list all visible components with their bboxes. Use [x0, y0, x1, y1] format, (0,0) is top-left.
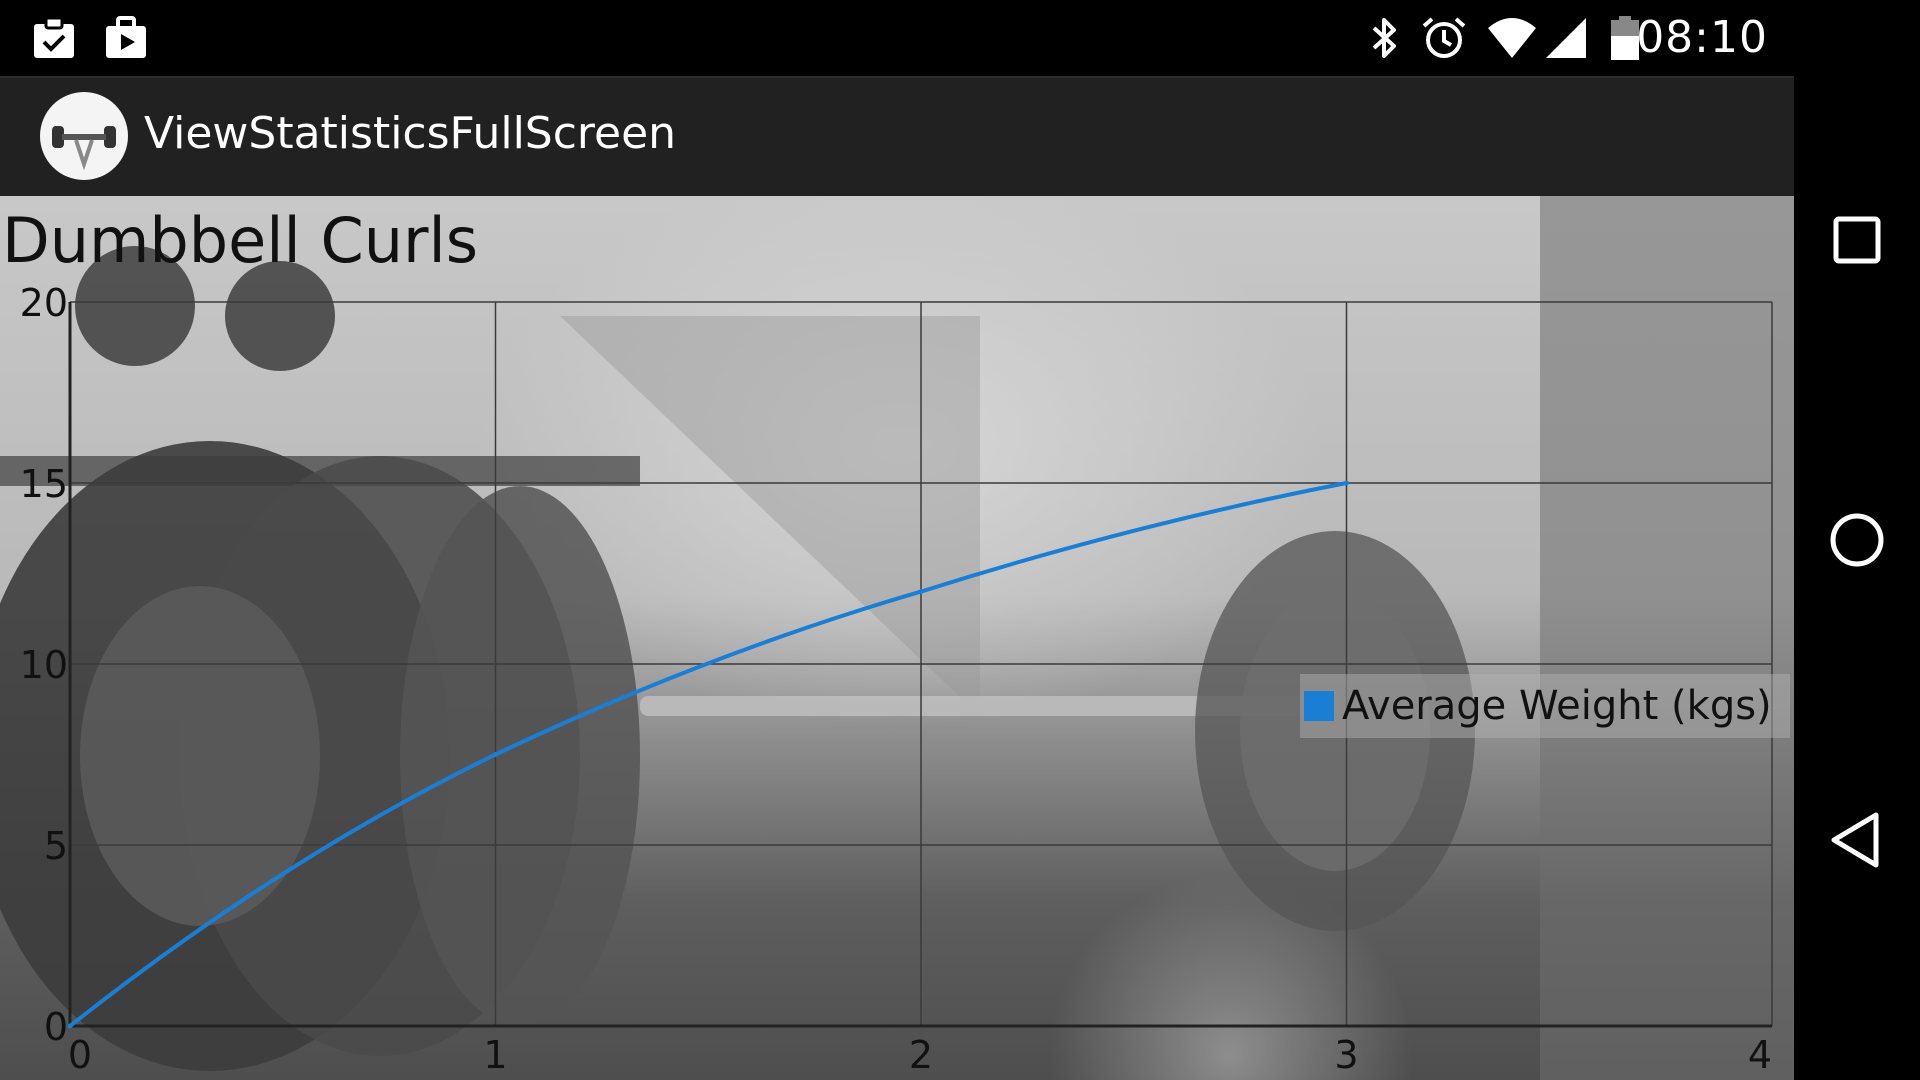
- series-line-0: [68, 481, 1347, 1028]
- home-icon[interactable]: [1822, 505, 1892, 575]
- data-point: [493, 752, 498, 757]
- data-point: [1344, 480, 1349, 486]
- chart-legend: Average Weight (kgs): [1300, 674, 1790, 738]
- alarm-icon: [1420, 14, 1468, 66]
- navigation-bar: [1794, 0, 1920, 1080]
- app-title: ViewStatisticsFullScreen: [144, 108, 677, 159]
- chart-area: Dumbbell Curls 0 1 2 3 4 0 5 10 15 20 Average Wei…: [0, 196, 1794, 1080]
- data-point: [67, 1023, 73, 1029]
- gym-background-image: [0, 196, 1794, 1080]
- line-chart: 0 1 2 3 4 0 5 10 15 20: [20, 281, 1773, 1077]
- back-icon[interactable]: [1822, 805, 1892, 875]
- y-tick-label: 5: [44, 824, 68, 868]
- y-tick-label: 10: [20, 643, 68, 687]
- x-tick-label: 1: [483, 1033, 507, 1077]
- y-tick-label: 0: [44, 1005, 68, 1049]
- status-bar: 08:10: [0, 0, 1794, 76]
- x-tick-label: 4: [1748, 1033, 1772, 1077]
- x-tick-label: 3: [1334, 1033, 1358, 1077]
- x-tick-label: 2: [909, 1033, 933, 1077]
- status-clock: 08:10: [1636, 12, 1768, 63]
- y-tick-label: 20: [20, 281, 68, 325]
- recents-icon[interactable]: [1822, 205, 1892, 275]
- bluetooth-icon: [1368, 14, 1402, 66]
- legend-swatch: [1304, 691, 1334, 721]
- chart-title: Dumbbell Curls: [2, 204, 479, 277]
- dumbbell-logo-icon[interactable]: [40, 92, 128, 180]
- x-tick-label: 0: [68, 1033, 92, 1077]
- y-tick-label: 15: [20, 462, 68, 506]
- clipboard-check-icon: [30, 14, 78, 66]
- battery-icon: [1610, 14, 1640, 66]
- legend-label: Average Weight (kgs): [1342, 683, 1772, 729]
- data-point: [918, 589, 924, 595]
- signal-icon: [1544, 14, 1588, 66]
- wifi-icon: [1486, 14, 1538, 66]
- briefcase-play-icon: [102, 14, 150, 66]
- action-bar: ViewStatisticsFullScreen: [0, 76, 1794, 196]
